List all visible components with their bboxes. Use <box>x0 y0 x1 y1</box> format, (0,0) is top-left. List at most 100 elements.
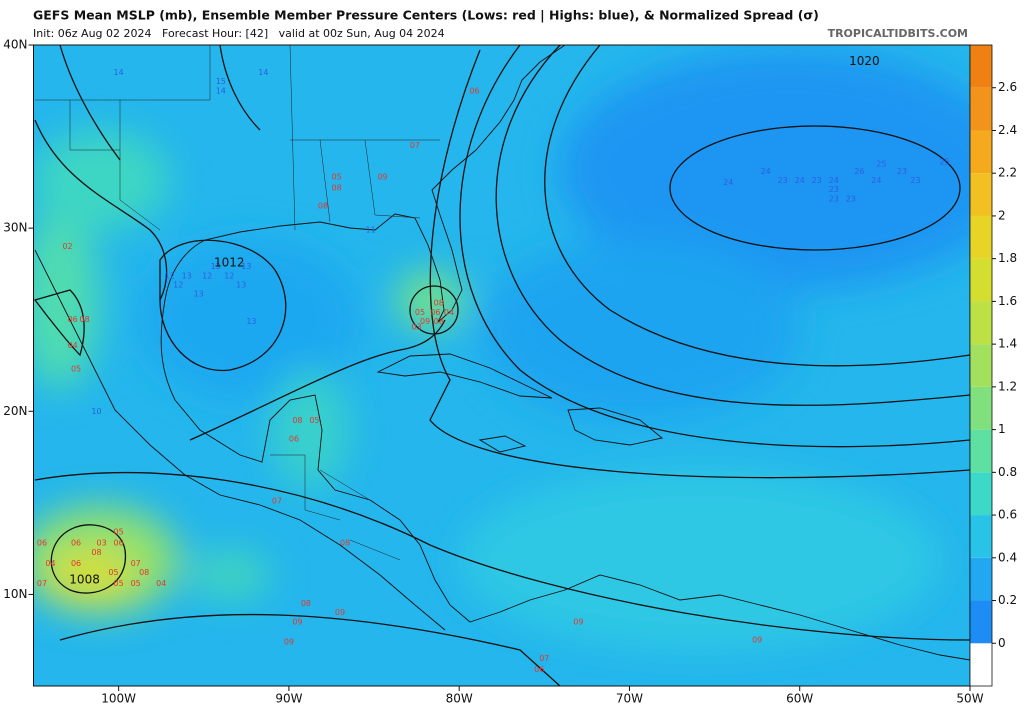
colorbar-bin <box>970 643 992 686</box>
y-tick-label: 40N <box>3 38 27 52</box>
pressure-center: 06 <box>289 434 299 443</box>
pressure-center: 23 <box>812 176 822 185</box>
isobar-label: 1008 <box>69 572 100 586</box>
y-tick-label: 30N <box>3 221 27 235</box>
colorbar-tick-label: 1.6 <box>998 294 1017 308</box>
x-tick-label: 100W <box>101 692 136 706</box>
colorbar-tick-label: 1.2 <box>998 379 1017 393</box>
pressure-center: 07 <box>272 497 282 506</box>
pressure-center: 06 <box>430 308 440 317</box>
pressure-center: 06 <box>114 539 124 548</box>
y-tick-label: 20N <box>3 404 27 418</box>
pressure-center: 15 <box>216 77 226 86</box>
colorbar-tick-label: 0 <box>998 636 1006 650</box>
pressure-center: 13 <box>211 262 221 271</box>
pressure-center: 26 <box>854 167 864 176</box>
pressure-center: 04 <box>45 559 55 568</box>
pressure-center: 02 <box>62 242 72 251</box>
pressure-center: 09 <box>335 608 345 617</box>
pressure-center: 04 <box>444 308 454 317</box>
pressure-center: 13 <box>194 290 204 299</box>
colorbar-tick-label: 2.2 <box>998 166 1017 180</box>
colorbar-bin <box>970 130 992 174</box>
pressure-center: 08 <box>91 548 101 557</box>
pressure-center: 23 <box>910 176 920 185</box>
pressure-center: 08 <box>434 317 444 326</box>
pressure-center: 12 <box>173 280 183 289</box>
pressure-center: 24 <box>761 167 771 176</box>
pressure-center: 07 <box>410 141 420 150</box>
pressure-center: 24 <box>723 178 733 187</box>
pressure-center: 10 <box>91 407 101 416</box>
colorbar-tick-label: 2.6 <box>998 80 1017 94</box>
x-tick-label: 80W <box>446 692 473 706</box>
pressure-center: 23 <box>897 167 907 176</box>
pressure-center: 03 <box>97 539 107 548</box>
pressure-center: 14 <box>258 68 268 77</box>
pressure-center: 06 <box>534 665 544 674</box>
pressure-center: 06 <box>37 539 47 548</box>
pressure-center: 23 <box>829 185 839 194</box>
colorbar-tick-label: 1.8 <box>998 251 1017 265</box>
pressure-center: 24 <box>871 176 881 185</box>
isobar-label: 1020 <box>849 54 880 68</box>
pressure-center: 07 <box>539 654 549 663</box>
pressure-center: 23 <box>778 176 788 185</box>
source: TROPICALTIDBITS.COM <box>828 27 968 40</box>
y-tick-label: 10N <box>3 587 27 601</box>
pressure-center: 09 <box>377 172 387 181</box>
colorbar-bin <box>970 386 992 430</box>
pressure-center: 08 <box>79 315 89 324</box>
pressure-center: 04 <box>156 579 166 588</box>
colorbar-bin <box>970 215 992 259</box>
colorbar-bin <box>970 515 992 558</box>
pressure-center: 06 <box>71 539 81 548</box>
colorbar: 0 0.2 0.4 0.6 0.8 1 1.2 1.4 1.6 1.8 2 2.2 2.4 2.6 <box>969 44 1017 687</box>
pressure-center: 05 <box>331 172 341 181</box>
pressure-center: 08 <box>340 539 350 548</box>
pressure-center: 05 <box>114 579 124 588</box>
pressure-center: 12 <box>202 271 212 280</box>
pressure-center: 06 <box>469 86 479 95</box>
colorbar-tick-label: 1.4 <box>998 337 1017 351</box>
pressure-center: 06 <box>68 315 78 324</box>
pressure-center: 06 <box>71 559 81 568</box>
pressure-center: 12 <box>224 271 234 280</box>
pressure-center: 23 <box>846 194 856 203</box>
colorbar-tick-label: 0.8 <box>998 465 1017 479</box>
pressure-center: 05 <box>131 579 141 588</box>
colorbar-bin <box>970 258 992 302</box>
axes: 100W 90W 80W 70W 60W 50W 10N 20N 30N 40N <box>3 38 983 706</box>
pressure-center: 08 <box>292 416 302 425</box>
pressure-center: 08 <box>434 299 444 308</box>
pressure-center: 05 <box>309 416 319 425</box>
pressure-center: 09 <box>292 617 302 626</box>
pressure-center: 09 <box>573 617 583 626</box>
pressure-center: 09 <box>752 636 762 645</box>
colorbar-bin <box>970 344 992 387</box>
subtitle: Init: 06z Aug 02 2024 Forecast Hour: [42… <box>33 27 445 40</box>
pressure-center: 07 <box>37 579 47 588</box>
x-tick-label: 90W <box>275 692 302 706</box>
colorbar-frame <box>969 44 993 687</box>
colorbar-tick-label: 2.4 <box>998 123 1017 137</box>
pressure-center: 08 <box>318 202 328 211</box>
pressure-center: 04 <box>68 341 78 350</box>
pressure-center: 24 <box>795 176 805 185</box>
pressure-center: 14 <box>114 68 124 77</box>
colorbar-tick-label: 0.2 <box>998 593 1017 607</box>
x-tick-label: 50W <box>956 692 983 706</box>
x-tick-label: 60W <box>786 692 813 706</box>
pressure-center: 08 <box>331 183 341 192</box>
pressure-center: 11 <box>366 225 376 234</box>
colorbar-bin <box>970 557 992 601</box>
pressure-center: 12 <box>165 271 175 280</box>
isobar-labels: 1020 10 12 1008 <box>69 54 879 586</box>
colorbar-bin <box>970 173 992 216</box>
colorbar-bin <box>970 301 992 345</box>
colorbar-tick-label: 0.6 <box>998 508 1017 522</box>
title: GEFS Mean MSLP (mb), Ensemble Member Pre… <box>33 8 819 23</box>
